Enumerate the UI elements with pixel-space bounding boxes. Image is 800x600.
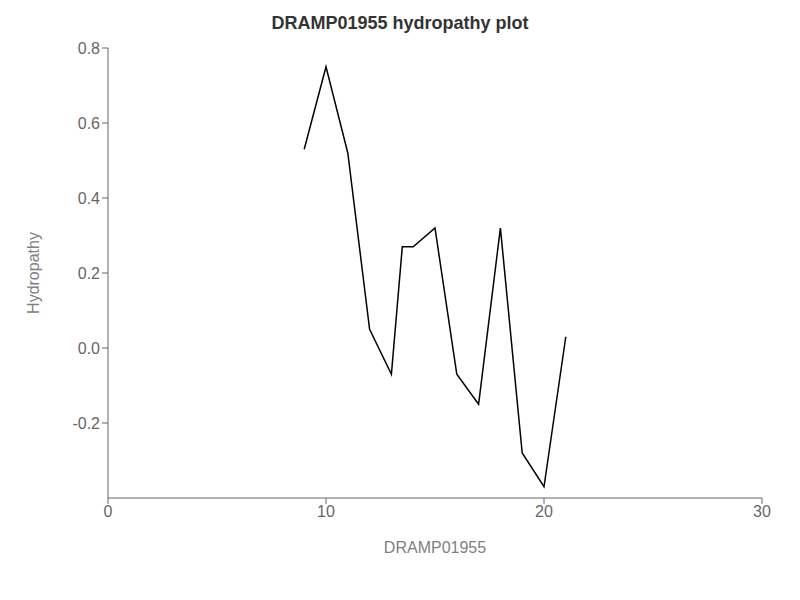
svg-text:0.6: 0.6	[78, 115, 100, 132]
svg-text:-0.2: -0.2	[72, 415, 100, 432]
svg-text:DRAMP01955: DRAMP01955	[384, 539, 486, 556]
svg-text:20: 20	[535, 503, 553, 520]
svg-text:30: 30	[753, 503, 771, 520]
svg-text:0.4: 0.4	[78, 190, 100, 207]
svg-text:10: 10	[317, 503, 335, 520]
svg-text:0: 0	[104, 503, 113, 520]
svg-text:0.0: 0.0	[78, 340, 100, 357]
svg-text:0.8: 0.8	[78, 40, 100, 57]
svg-text:Hydropathy: Hydropathy	[25, 232, 42, 314]
html-text:DRAMP01955 hydropathy plot: DRAMP01955 hydropathy plot	[271, 13, 529, 33]
svg-text:0.2: 0.2	[78, 265, 100, 282]
